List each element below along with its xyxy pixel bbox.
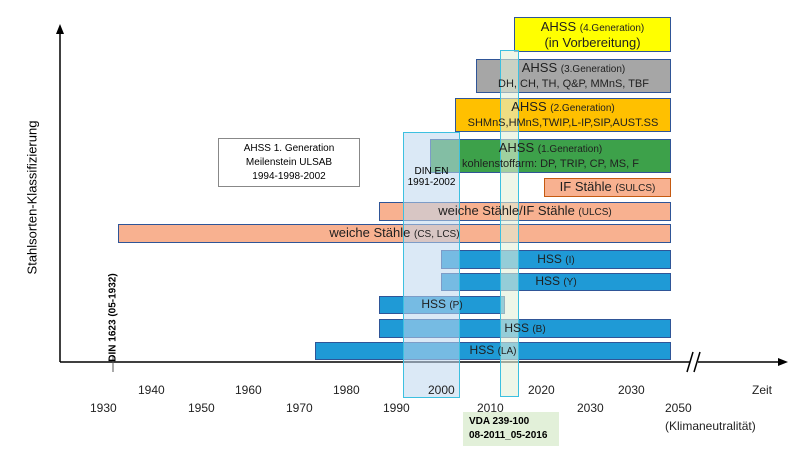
year-label: 2000: [428, 383, 455, 397]
din-1623-label: DIN 1623 (05-1932): [107, 273, 119, 362]
vda-label: VDA 239-100 08-2011_05-2016: [463, 412, 559, 446]
year-label: 1990: [383, 401, 410, 415]
din-en-period: DIN EN 1991-2002: [403, 132, 460, 398]
bar-hss-i: HSS (I): [441, 250, 671, 269]
bar-weiche-staehle: weiche Stähle (CS, LCS): [118, 224, 671, 243]
bar-hss-y: HSS (Y): [441, 273, 671, 291]
year-label: 2050: [665, 401, 692, 415]
end-note: (Klimaneutralität): [665, 419, 756, 433]
year-label: 2020: [528, 383, 555, 397]
year-label: 1960: [235, 383, 262, 397]
year-label: 2030: [618, 383, 645, 397]
year-label: 2010: [477, 401, 504, 415]
bar-weiche-if-staehle: weiche Stähle/IF Stähle (ULCS): [379, 202, 671, 221]
bar-if-staehle: IF Stähle (SULCS): [544, 178, 671, 197]
bar-ahss-1: AHSS (1.Generation) kohlenstoffarm: DP, T…: [430, 139, 671, 173]
bar-hss-la: HSS (LA): [315, 342, 671, 360]
bar-hss-p: HSS (P): [379, 296, 505, 314]
year-label: 1940: [138, 383, 165, 397]
year-label: 1970: [286, 401, 313, 415]
year-label: 1930: [90, 401, 117, 415]
din-en-years: 1991-2002: [407, 177, 456, 188]
bar-ahss-4: AHSS (4.Generation) (in Vorbereitung): [514, 17, 671, 52]
din-en-label: DIN EN: [414, 166, 449, 177]
bar-ahss-2: AHSS (2.Generation) SHMnS,HMnS,TWIP,L-IP,…: [455, 98, 671, 132]
year-label: 1980: [333, 383, 360, 397]
y-axis-label: Stahlsorten-Klassifizierung: [24, 120, 40, 275]
year-label: 1950: [188, 401, 215, 415]
x-axis-label: Zeit: [752, 383, 773, 397]
milestone-box: AHSS 1. Generation Meilenstein ULSAB 1994-…: [218, 138, 360, 187]
year-label: 2030: [577, 401, 604, 415]
vda-period: [500, 50, 519, 397]
